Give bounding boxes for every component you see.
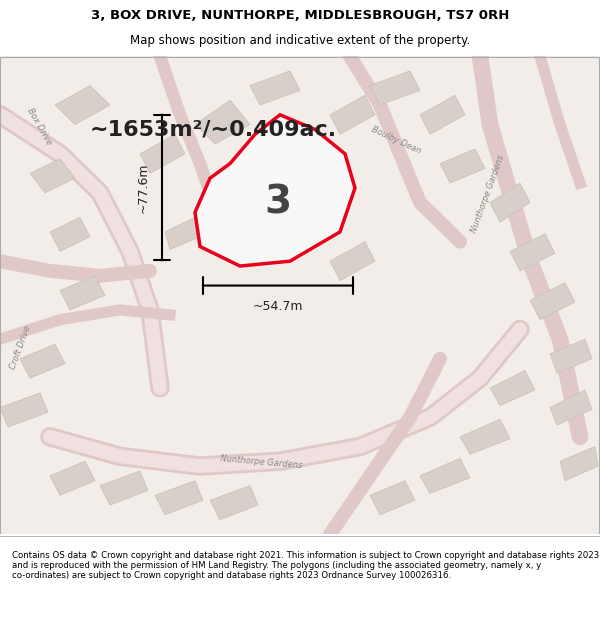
Polygon shape bbox=[370, 481, 415, 515]
Polygon shape bbox=[490, 183, 530, 222]
Polygon shape bbox=[370, 71, 420, 105]
Polygon shape bbox=[20, 344, 65, 378]
Polygon shape bbox=[420, 458, 470, 493]
Text: Box Drive: Box Drive bbox=[25, 106, 53, 146]
Text: ~54.7m: ~54.7m bbox=[253, 300, 303, 313]
Polygon shape bbox=[155, 481, 203, 515]
Polygon shape bbox=[50, 217, 90, 251]
Polygon shape bbox=[460, 419, 510, 454]
Polygon shape bbox=[30, 159, 75, 193]
Polygon shape bbox=[0, 393, 48, 427]
Polygon shape bbox=[530, 282, 575, 320]
Polygon shape bbox=[50, 461, 95, 496]
Text: Nunthorpe Gardens: Nunthorpe Gardens bbox=[470, 154, 506, 234]
Polygon shape bbox=[490, 371, 535, 406]
Polygon shape bbox=[440, 149, 485, 183]
Polygon shape bbox=[100, 471, 148, 505]
Polygon shape bbox=[60, 276, 105, 310]
Polygon shape bbox=[420, 95, 465, 134]
Polygon shape bbox=[210, 486, 258, 520]
Polygon shape bbox=[550, 339, 592, 373]
Text: ~77.6m: ~77.6m bbox=[137, 162, 150, 212]
Text: Croft Drive: Croft Drive bbox=[8, 324, 32, 371]
Polygon shape bbox=[195, 100, 250, 144]
Polygon shape bbox=[250, 71, 300, 105]
Text: 3, BOX DRIVE, NUNTHORPE, MIDDLESBROUGH, TS7 0RH: 3, BOX DRIVE, NUNTHORPE, MIDDLESBROUGH, … bbox=[91, 9, 509, 22]
Polygon shape bbox=[550, 390, 592, 425]
Polygon shape bbox=[140, 134, 185, 173]
Text: Nunthorpe Gardens: Nunthorpe Gardens bbox=[220, 454, 303, 470]
Text: Boulby Dean: Boulby Dean bbox=[370, 125, 422, 156]
Polygon shape bbox=[560, 446, 598, 481]
Text: 3: 3 bbox=[265, 184, 292, 222]
Polygon shape bbox=[195, 115, 355, 266]
Polygon shape bbox=[510, 234, 555, 271]
Polygon shape bbox=[165, 217, 200, 249]
Text: Map shows position and indicative extent of the property.: Map shows position and indicative extent… bbox=[130, 34, 470, 47]
Polygon shape bbox=[55, 86, 110, 124]
Polygon shape bbox=[330, 242, 375, 281]
Text: Contains OS data © Crown copyright and database right 2021. This information is : Contains OS data © Crown copyright and d… bbox=[12, 551, 599, 581]
Text: ~1653m²/~0.409ac.: ~1653m²/~0.409ac. bbox=[90, 119, 337, 139]
Polygon shape bbox=[330, 95, 375, 134]
